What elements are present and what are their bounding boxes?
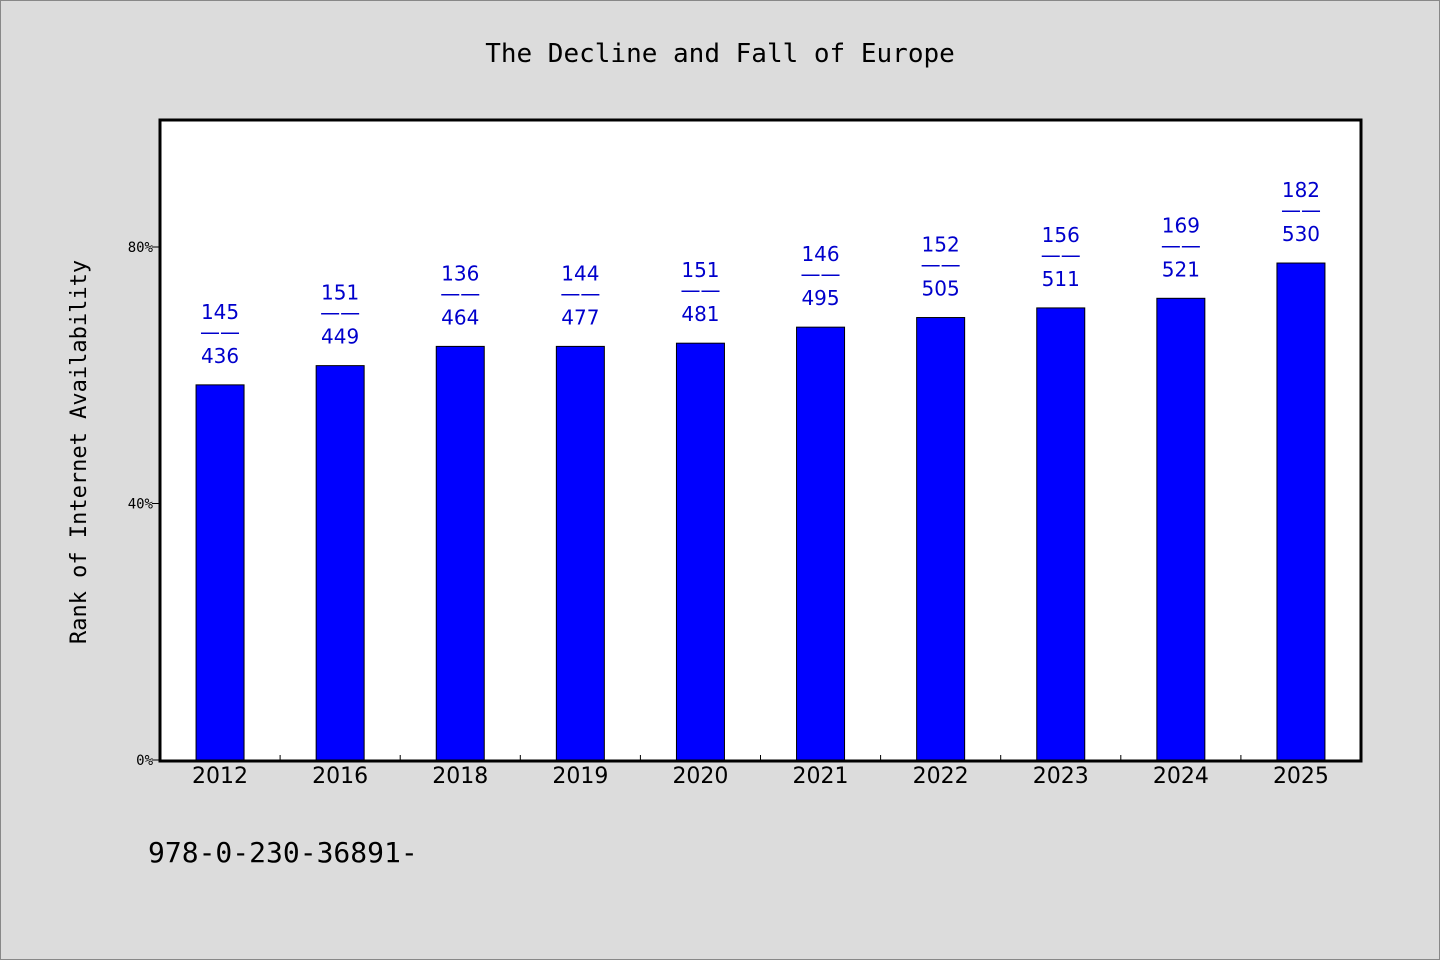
x-tick-label-2016: 2016 — [312, 764, 368, 789]
data-label-sep-2025: —— — [1281, 198, 1321, 222]
data-label-bottom-2012: 436 — [201, 344, 239, 368]
data-label-top-2024: 169 — [1162, 213, 1200, 237]
y-tick-label-80: 80% — [128, 240, 154, 256]
x-tick-label-2021: 2021 — [793, 764, 849, 789]
x-tick-label-2025: 2025 — [1273, 764, 1329, 789]
bar-2022 — [916, 317, 966, 761]
data-label-top-2021: 146 — [801, 242, 839, 266]
data-label-bottom-2016: 449 — [321, 325, 359, 349]
data-label-sep-2021: —— — [801, 262, 841, 286]
x-tick-label-2012: 2012 — [192, 764, 248, 789]
data-label-bottom-2023: 511 — [1042, 267, 1080, 291]
bar-2025 — [1276, 262, 1326, 761]
chart-title: The Decline and Fall of Europe — [485, 39, 955, 69]
data-label-top-2019: 144 — [561, 261, 599, 285]
data-label-bottom-2022: 505 — [922, 277, 960, 301]
x-tick-label-2023: 2023 — [1033, 764, 1089, 789]
data-label-bottom-2020: 481 — [681, 302, 719, 326]
data-label-sep-2022: —— — [921, 253, 961, 277]
data-label-sep-2024: —— — [1161, 233, 1201, 257]
data-label-sep-2016: —— — [320, 301, 360, 325]
data-label-top-2018: 136 — [441, 261, 479, 285]
data-label-top-2020: 151 — [681, 258, 719, 282]
x-tick-label-2018: 2018 — [432, 764, 488, 789]
data-label-sep-2018: —— — [440, 281, 480, 305]
bar-2020 — [675, 342, 725, 761]
data-label-bottom-2021: 495 — [801, 286, 839, 310]
x-tick-label-2024: 2024 — [1153, 764, 1209, 789]
bar-2021 — [796, 326, 846, 761]
bars-layer: 145——436151——449136——464144——477151——481… — [195, 178, 1326, 761]
y-axis-label: Rank of Internet Availability — [67, 260, 92, 644]
data-label-top-2023: 156 — [1042, 223, 1080, 247]
data-label-top-2025: 182 — [1282, 178, 1320, 202]
data-label-top-2016: 151 — [321, 281, 359, 305]
data-label-sep-2020: —— — [680, 278, 720, 302]
x-tick-label-2022: 2022 — [913, 764, 969, 789]
data-label-sep-2012: —— — [200, 320, 240, 344]
bar-2012 — [195, 384, 245, 761]
y-tick-label-40: 40% — [128, 497, 154, 513]
bar-2016 — [315, 365, 365, 761]
x-tick-label-2020: 2020 — [672, 764, 728, 789]
data-label-sep-2023: —— — [1041, 243, 1081, 267]
bar-2019 — [555, 345, 605, 761]
ticks-layer: 2012 2016 2018 2019 2020 2021 2022 2023 2024 2025… — [128, 240, 1329, 789]
data-label-top-2022: 152 — [922, 233, 960, 257]
x-tick-label-2019: 2019 — [552, 764, 608, 789]
data-label-bottom-2019: 477 — [561, 305, 599, 329]
bar-2018 — [435, 345, 485, 761]
data-label-bottom-2024: 521 — [1162, 257, 1200, 281]
bar-2023 — [1036, 307, 1086, 761]
data-label-bottom-2025: 530 — [1282, 222, 1320, 246]
y-tick-label-0: 0% — [136, 753, 153, 769]
bar-2024 — [1156, 297, 1206, 761]
footer-text: 978-0-230-36891- — [148, 836, 418, 869]
data-label-bottom-2018: 464 — [441, 305, 479, 329]
data-label-sep-2019: —— — [560, 281, 600, 305]
data-label-top-2012: 145 — [201, 300, 239, 324]
